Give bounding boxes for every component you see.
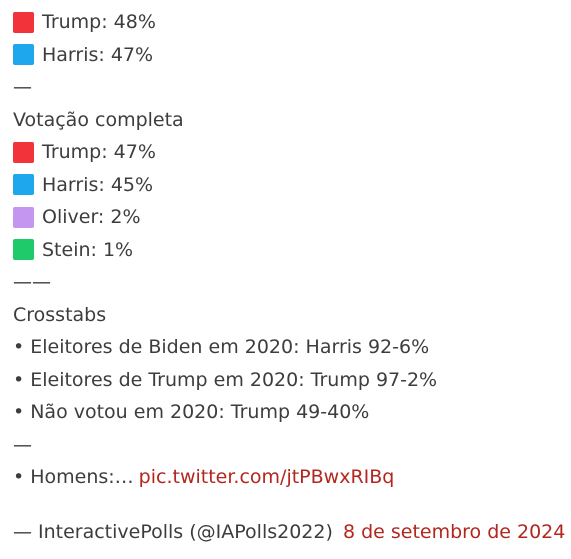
spacer bbox=[13, 494, 563, 516]
section-heading-full-vote: Votação completa bbox=[13, 108, 184, 131]
green-square-icon bbox=[13, 239, 34, 261]
section-heading-crosstabs: Crosstabs bbox=[13, 303, 107, 326]
crosstab-text: Eleitores de Trump em 2020: Trump 97-2% bbox=[30, 368, 438, 391]
tweet-author: InteractivePolls (@IAPolls2022) bbox=[38, 520, 333, 543]
result-row-trump-h2h: Trump: 48% bbox=[13, 6, 563, 39]
result-row-harris: Harris: 45% bbox=[13, 169, 563, 202]
tweet-footer: — InteractivePolls (@IAPolls2022) 8 de se… bbox=[13, 516, 566, 549]
men-text: Homens:… bbox=[30, 466, 134, 488]
embedded-tweet: Trump: 48% Harris: 47% — Votação complet… bbox=[13, 6, 566, 549]
crosstab-item: • Não votou em 2020: Trump 49-40% bbox=[13, 396, 563, 429]
result-row-oliver: Oliver: 2% bbox=[13, 201, 563, 234]
result-row-stein: Stein: 1% bbox=[13, 234, 563, 267]
pic-link[interactable]: pic.twitter.com/jtPBwxRIBq bbox=[138, 466, 395, 488]
purple-square-icon bbox=[13, 206, 34, 228]
result-text: Trump: 47% bbox=[42, 141, 156, 163]
crosstab-text: Não votou em 2020: Trump 49-40% bbox=[30, 401, 370, 423]
result-text: Oliver: 2% bbox=[42, 206, 141, 228]
footer-dash: — bbox=[13, 520, 32, 543]
bullet-icon: • bbox=[13, 336, 25, 358]
crosstab-item: • Eleitores de Trump em 2020: Trump 97-2… bbox=[13, 364, 563, 397]
tweet-date-link[interactable]: 8 de setembro de 2024 bbox=[342, 520, 566, 543]
bullet-icon: • bbox=[13, 368, 25, 391]
separator: — bbox=[13, 76, 32, 98]
blue-square-icon bbox=[13, 44, 34, 66]
separator: — bbox=[13, 433, 32, 456]
red-square-icon bbox=[13, 11, 34, 33]
result-text: Harris: 47% bbox=[42, 43, 154, 66]
crosstab-text: Eleitores de Biden em 2020: Harris 92-6% bbox=[30, 336, 430, 358]
result-text: Harris: 45% bbox=[42, 173, 154, 196]
men-line: • Homens:… pic.twitter.com/jtPBwxRIBq bbox=[13, 461, 563, 494]
result-text: Trump: 48% bbox=[42, 11, 156, 33]
bullet-icon: • bbox=[13, 466, 25, 488]
crosstab-item: • Eleitores de Biden em 2020: Harris 92-… bbox=[13, 331, 563, 364]
blue-square-icon bbox=[13, 174, 34, 196]
red-square-icon bbox=[13, 141, 34, 163]
separator: —— bbox=[13, 271, 51, 293]
result-row-harris-h2h: Harris: 47% bbox=[13, 39, 563, 72]
result-row-trump: Trump: 47% bbox=[13, 136, 563, 169]
bullet-icon: • bbox=[13, 401, 25, 423]
result-text: Stein: 1% bbox=[42, 238, 134, 261]
